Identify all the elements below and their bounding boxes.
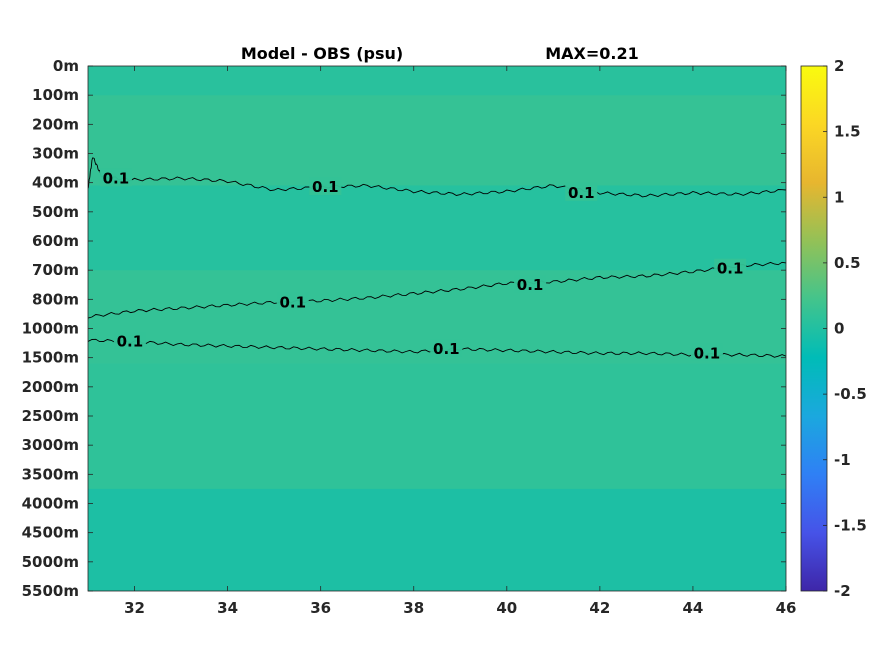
colorbar-gradient xyxy=(800,65,828,592)
y-tick-label: 700m xyxy=(32,261,79,279)
salinity-band-5 xyxy=(88,488,786,591)
y-tick-label: 3500m xyxy=(22,465,79,483)
contour-label-bg xyxy=(99,168,132,187)
plot-area xyxy=(88,66,786,591)
colorbar-tick-label: 2 xyxy=(834,57,844,75)
contour-label: 0.1 xyxy=(517,276,544,294)
y-axis: 0m 100m 200m 300m 400m 500m 600m 700m 800m 1000m 1… xyxy=(22,57,786,600)
x-axis: 32 34 36 38 40 42 44 46 xyxy=(124,66,796,617)
salinity-band-2 xyxy=(88,185,786,271)
y-tick-label: 2500m xyxy=(22,407,79,425)
contour-label-bg xyxy=(714,258,747,277)
salinity-band-1 xyxy=(88,95,786,186)
x-tick-label: 44 xyxy=(682,599,703,617)
y-tick-label: 800m xyxy=(32,290,79,308)
y-tick-label: 2000m xyxy=(22,378,79,396)
colorbar-tick-label: 0.5 xyxy=(834,254,861,272)
x-tick-label: 40 xyxy=(496,599,517,617)
y-tick-label: 1000m xyxy=(22,320,79,338)
colorbar-tick-label: 0 xyxy=(834,320,844,338)
contour-label: 0.1 xyxy=(279,293,306,311)
contour-label-bg xyxy=(430,338,463,357)
contour-label-bg xyxy=(690,343,723,362)
x-tick-label: 42 xyxy=(589,599,610,617)
x-tick-label: 34 xyxy=(217,599,238,617)
salinity-bands xyxy=(88,66,786,591)
colorbar: 2 1.5 1 0.5 0 -0.5 -1 -1.5 -2 xyxy=(800,57,867,600)
chart-title: Model - OBS (psu) xyxy=(241,44,403,63)
contour-label: 0.1 xyxy=(694,344,721,362)
y-tick-label: 3000m xyxy=(22,436,79,454)
contour-label: 0.1 xyxy=(568,184,595,202)
y-tick-label: 5000m xyxy=(22,553,79,571)
contour-label: 0.1 xyxy=(312,178,339,196)
colorbar-tick-label: -2 xyxy=(834,582,851,600)
y-tick-label: 0m xyxy=(53,57,79,75)
colorbar-tick-label: -0.5 xyxy=(834,385,867,403)
colorbar-tick-label: 1 xyxy=(834,188,844,206)
y-tick-label: 100m xyxy=(32,86,79,104)
y-tick-label: 4500m xyxy=(22,524,79,542)
contour-label: 0.1 xyxy=(433,340,460,358)
contour-label-bg xyxy=(276,292,309,311)
x-tick-label: 32 xyxy=(124,599,145,617)
y-tick-label: 200m xyxy=(32,115,79,133)
contour-label-bg xyxy=(113,331,146,350)
x-tick-label: 46 xyxy=(776,599,797,617)
contour-line-1 xyxy=(88,261,786,319)
y-tick-label: 500m xyxy=(32,203,79,221)
salinity-band-4 xyxy=(88,363,786,489)
y-tick-label: 1500m xyxy=(22,349,79,367)
x-tick-label: 38 xyxy=(403,599,424,617)
colorbar-tick-label: -1 xyxy=(834,451,851,469)
y-tick-label: 300m xyxy=(32,145,79,163)
colorbar-tick-label: 1.5 xyxy=(834,123,861,141)
x-tick-label: 36 xyxy=(310,599,331,617)
contour-label-bg xyxy=(514,274,547,293)
y-tick-label: 600m xyxy=(32,232,79,250)
y-tick-label: 4000m xyxy=(22,495,79,513)
contour-label: 0.1 xyxy=(103,169,130,187)
contour-label: 0.1 xyxy=(117,333,144,351)
salinity-band-0 xyxy=(88,66,786,96)
contour-label-bg xyxy=(565,182,598,201)
contour-label: 0.1 xyxy=(717,260,744,278)
contour-label-bg xyxy=(309,177,342,196)
colorbar-tick-label: -1.5 xyxy=(834,516,867,534)
y-tick-label: 5500m xyxy=(22,582,79,600)
colorbar-ticks: 2 1.5 1 0.5 0 -0.5 -1 -1.5 -2 xyxy=(823,57,867,600)
contour-labels: 0.1 0.1 0.1 0.1 0.1 0.1 0.1 0.1 0.1 xyxy=(99,168,747,362)
y-tick-label: 400m xyxy=(32,174,79,192)
max-label: MAX=0.21 xyxy=(545,44,639,63)
